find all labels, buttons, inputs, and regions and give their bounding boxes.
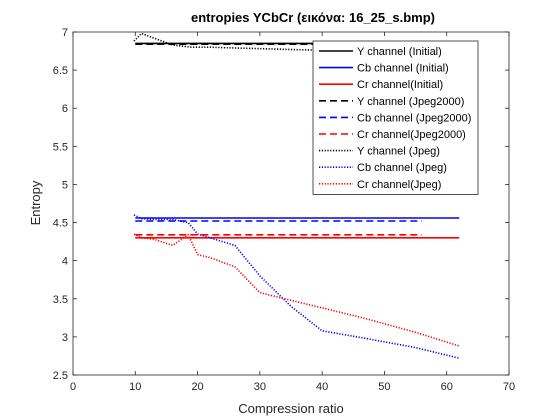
legend-entry-7: Y channel (Jpeg): [357, 146, 440, 158]
y-tick-label: 7: [62, 27, 68, 39]
legend-entry-4: Y channel (Jpeg2000): [357, 96, 464, 108]
x-tick-label: 10: [129, 381, 141, 393]
x-tick-label: 20: [191, 381, 203, 393]
y-tick-label: 5: [62, 179, 68, 191]
legend-entry-6: Cr channel(Jpeg2000): [357, 129, 466, 141]
legend: Y channel (Initial) Cb channel (Initial) C…: [312, 40, 479, 195]
y-tick-label: 3: [62, 332, 68, 344]
series-line-9: [133, 233, 460, 347]
x-tick-label: 50: [378, 381, 390, 393]
legend-entry-9: Cr channel(Jpeg): [357, 179, 441, 191]
x-tick-label: 40: [316, 381, 328, 393]
chart-title: entropies YCbCr (εικόνα: 16_25_s.bmp): [191, 10, 435, 25]
x-tick-label: 70: [503, 381, 515, 393]
legend-entry-1: Y channel (Initial): [357, 46, 442, 58]
y-tick-label: 4.5: [53, 218, 68, 230]
y-tick-label: 2.5: [53, 370, 68, 382]
x-tick-label: 60: [441, 381, 453, 393]
legend-box: [312, 40, 479, 195]
y-tick-label: 4: [62, 256, 68, 268]
axis-ticks: 0 10 20 30 40 50 60 70 2.5 3 3.5 4 4.5 5 5.5 6 6.5 7: [53, 27, 515, 393]
series-line-8: [133, 214, 460, 359]
x-axis-label: Compression ratio: [238, 401, 344, 416]
legend-entry-2: Cb channel (Initial): [357, 63, 449, 75]
y-tick-label: 3.5: [53, 294, 68, 306]
legend-entry-8: Cb channel (Jpeg): [357, 162, 447, 174]
x-tick-label: 30: [254, 381, 266, 393]
y-tick-label: 6.5: [53, 65, 68, 77]
legend-entry-5: Cb channel (Jpeg2000): [357, 112, 471, 124]
y-tick-label: 5.5: [53, 141, 68, 153]
y-tick-label: 6: [62, 103, 68, 115]
legend-entry-3: Cr channel(Initial): [357, 79, 443, 91]
x-tick-label: 0: [70, 381, 76, 393]
y-axis-label: Entropy: [28, 180, 43, 225]
